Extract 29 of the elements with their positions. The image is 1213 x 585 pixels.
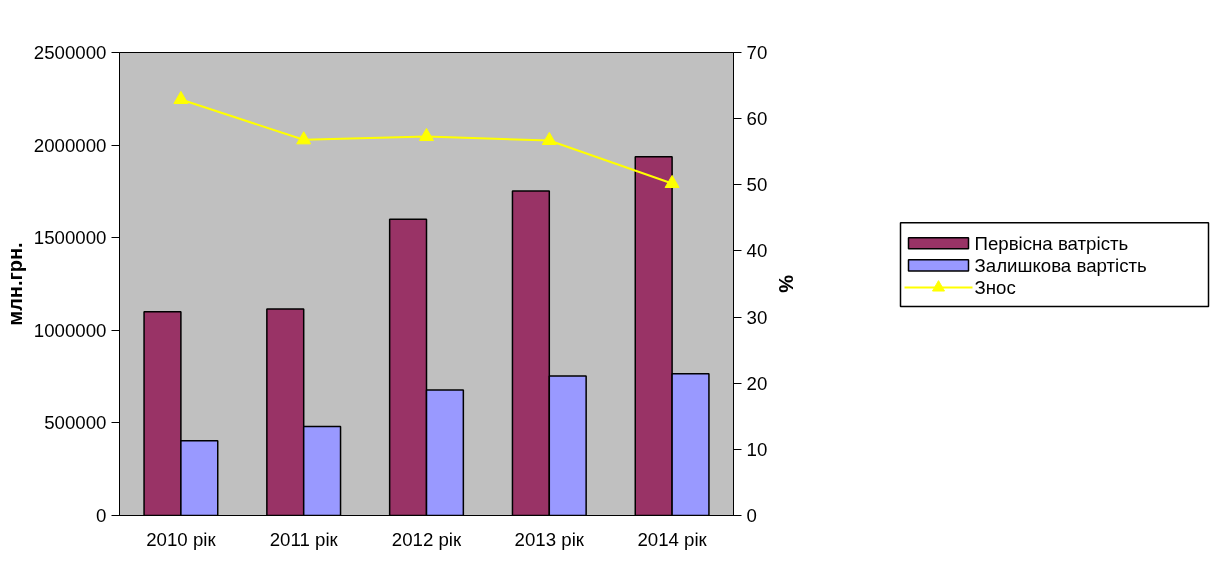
point bbox=[173, 90, 189, 104]
point bbox=[296, 131, 312, 145]
y-axis-title: млн.грн. bbox=[3, 242, 26, 326]
y2-tick-label: 60 bbox=[746, 108, 768, 130]
y-tick-label: 1500000 bbox=[33, 227, 107, 249]
y2-tick-label: 40 bbox=[746, 240, 768, 262]
x-tick-label: 2011 рік bbox=[269, 528, 339, 550]
x-tick-label: 2013 рік bbox=[514, 528, 585, 550]
point bbox=[419, 127, 434, 142]
y2-tick-label: 20 bbox=[746, 372, 768, 394]
y2-tick-label: 50 bbox=[746, 174, 768, 196]
y2-tick-label: 10 bbox=[746, 438, 768, 460]
legend-label: Первісна ватрість bbox=[974, 232, 1129, 254]
point bbox=[541, 131, 557, 146]
y-tick-label: 2500000 bbox=[33, 42, 107, 63]
y2-tick-label: 70 bbox=[746, 42, 768, 63]
x-tick-label: 2012 рік bbox=[391, 528, 463, 550]
x-tick-label: 2014 рік bbox=[637, 528, 708, 550]
y2-tick-label: 0 bbox=[746, 505, 757, 526]
legend-label: Залишкова вартість bbox=[974, 254, 1147, 276]
y-tick-label: 500000 bbox=[44, 412, 107, 434]
y-tick-label: 2000000 bbox=[33, 134, 107, 156]
y-tick-label: 0 bbox=[96, 505, 107, 526]
point bbox=[664, 174, 680, 188]
y2-tick-label: 30 bbox=[746, 306, 768, 328]
y2-axis-title: % bbox=[775, 275, 798, 294]
legend-label: Знос bbox=[974, 277, 1016, 299]
y-tick-label: 1000000 bbox=[33, 319, 107, 341]
x-tick-label: 2010 рік bbox=[146, 528, 217, 550]
